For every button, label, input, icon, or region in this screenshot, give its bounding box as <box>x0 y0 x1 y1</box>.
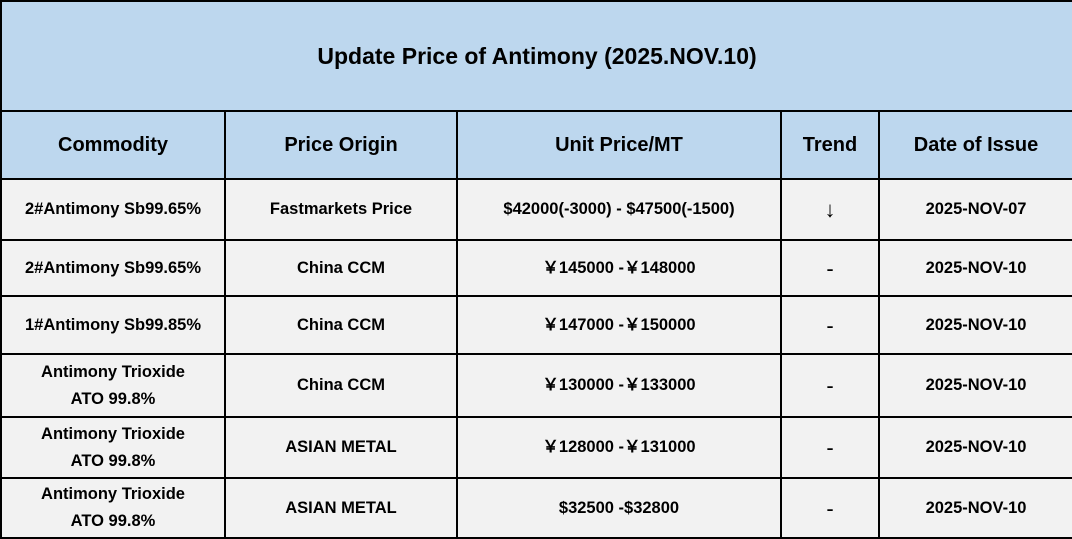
commodity-line: 1#Antimony Sb99.85% <box>24 315 202 334</box>
cell-unit-price: $42000(-3000) - $47500(-1500) <box>456 178 782 241</box>
commodity-line: Antimony Trioxide <box>41 424 185 443</box>
table-row: 1#Antimony Sb99.85% China CCM ￥147000 -￥15… <box>0 295 1072 355</box>
cell-date: 2025-NOV-10 <box>877 239 1072 297</box>
cell-trend: - <box>780 239 880 297</box>
commodity-line: 2#Antimony Sb99.65% <box>24 200 202 218</box>
cell-unit-price: ￥130000 -￥133000 <box>456 353 782 418</box>
cell-unit-price: ￥145000 -￥148000 <box>456 239 782 297</box>
table-row: Antimony Trioxide ATO 99.8% ASIAN METAL $32… <box>0 477 1072 539</box>
cell-date: 2025-NOV-10 <box>877 295 1072 355</box>
cell-price-origin: China CCM <box>224 295 458 355</box>
cell-trend: - <box>780 416 880 479</box>
commodity-line: ATO 99.8% <box>70 512 156 530</box>
commodity-line: Antimony Trioxide <box>41 485 185 503</box>
arrow-down-icon: ↓ <box>780 178 880 241</box>
cell-commodity: 2#Antimony Sb99.65% <box>0 178 226 241</box>
column-header-price-origin: Price Origin <box>224 110 458 180</box>
column-header-commodity: Commodity <box>0 110 226 180</box>
cell-commodity: 1#Antimony Sb99.85% <box>0 295 226 355</box>
column-header-date: Date of Issue <box>877 110 1072 180</box>
cell-commodity: Antimony Trioxide ATO 99.8% <box>0 416 226 479</box>
commodity-line: 2#Antimony Sb99.65% <box>24 258 202 277</box>
table-row: 2#Antimony Sb99.65% China CCM ￥145000 -￥14… <box>0 239 1072 297</box>
cell-trend: - <box>780 353 880 418</box>
cell-commodity: Antimony Trioxide ATO 99.8% <box>0 477 226 539</box>
cell-price-origin: Fastmarkets Price <box>224 178 458 241</box>
cell-unit-price: $32500 -$32800 <box>456 477 782 539</box>
table-row: Antimony Trioxide ATO 99.8% China CCM ￥1300… <box>0 353 1072 418</box>
commodity-line: ATO 99.8% <box>70 451 156 470</box>
cell-trend: - <box>780 295 880 355</box>
cell-date: 2025-NOV-07 <box>877 178 1072 241</box>
cell-date: 2025-NOV-10 <box>877 416 1072 479</box>
commodity-line: ATO 99.8% <box>70 389 156 408</box>
cell-price-origin: ASIAN METAL <box>224 477 458 539</box>
cell-commodity: Antimony Trioxide ATO 99.8% <box>0 353 226 418</box>
cell-price-origin: China CCM <box>224 239 458 297</box>
table-title: Update Price of Antimony (2025.NOV.10) <box>0 0 1072 112</box>
commodity-line: Antimony Trioxide <box>41 362 185 381</box>
cell-date: 2025-NOV-10 <box>877 477 1072 539</box>
cell-commodity: 2#Antimony Sb99.65% <box>0 239 226 297</box>
cell-trend: - <box>780 477 880 539</box>
cell-unit-price: ￥147000 -￥150000 <box>456 295 782 355</box>
cell-price-origin: China CCM <box>224 353 458 418</box>
column-header-unit-price: Unit Price/MT <box>456 110 782 180</box>
column-header-trend: Trend <box>780 110 880 180</box>
table-row: Antimony Trioxide ATO 99.8% ASIAN METAL ￥12… <box>0 416 1072 479</box>
table-row: 2#Antimony Sb99.65% Fastmarkets Price $420… <box>0 178 1072 241</box>
cell-price-origin: ASIAN METAL <box>224 416 458 479</box>
cell-unit-price: ￥128000 -￥131000 <box>456 416 782 479</box>
cell-date: 2025-NOV-10 <box>877 353 1072 418</box>
